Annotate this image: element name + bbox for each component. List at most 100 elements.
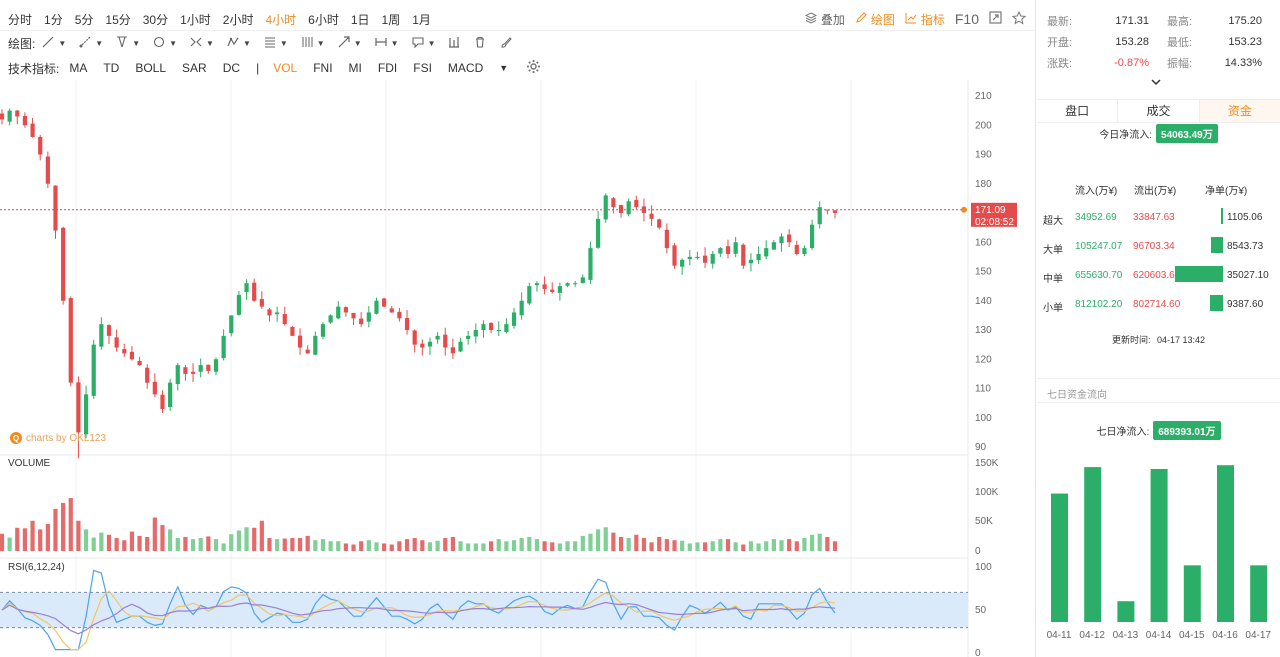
volume-bar xyxy=(794,541,799,551)
volume-bar xyxy=(488,541,494,551)
draw-button[interactable]: 绘图 xyxy=(855,11,895,28)
indicator-mi[interactable]: MI xyxy=(348,61,362,75)
volume-bar xyxy=(0,533,5,551)
trash-button[interactable] xyxy=(473,35,487,52)
indicator-sar[interactable]: SAR xyxy=(182,61,207,75)
indicator-dc[interactable]: DC xyxy=(222,61,241,75)
candle-body xyxy=(15,110,20,117)
tab-0[interactable]: 盘口 xyxy=(1037,100,1119,122)
flow-net-value: 1105.06 xyxy=(1227,212,1263,223)
timeframe-8[interactable]: 6小时 xyxy=(308,12,339,27)
chevron-down-icon[interactable] xyxy=(1150,76,1164,90)
indicator-macd[interactable]: MACD xyxy=(447,61,484,75)
volume-bar xyxy=(733,542,738,551)
volume-bar xyxy=(137,535,142,551)
amplitude-value: 14.33% xyxy=(1224,56,1262,69)
volume-bar xyxy=(725,539,731,551)
drawing-tools-label: 绘图: xyxy=(8,37,36,51)
measure-tool-button[interactable]: ▼ xyxy=(374,35,399,52)
bar-tool-button[interactable] xyxy=(447,35,461,52)
volume-bar xyxy=(129,531,135,551)
tab-2[interactable]: 资金 xyxy=(1199,100,1280,122)
candle-body xyxy=(404,318,410,330)
channel-tool-button[interactable]: ▼ xyxy=(115,35,140,52)
candle-body xyxy=(588,248,593,280)
flow-out-value: 620603.60 xyxy=(1133,270,1181,281)
volume-bar xyxy=(458,541,463,551)
timeframe-11[interactable]: 1月 xyxy=(412,12,431,27)
candle xyxy=(374,297,379,315)
volume-bar xyxy=(259,520,264,551)
candle-body xyxy=(359,318,364,325)
candlestick-chart[interactable]: 2102001901801701601501401301201101009017… xyxy=(0,80,1036,657)
timeframe-4[interactable]: 30分 xyxy=(142,12,169,27)
fullscreen-icon[interactable] xyxy=(989,11,1002,27)
channel-tool-icon xyxy=(115,35,129,52)
ray-tool-button[interactable]: ▼ xyxy=(78,35,103,52)
parallel-tool-button[interactable]: ▼ xyxy=(300,35,325,52)
f10-button[interactable]: F10 xyxy=(954,11,979,27)
overlay-button[interactable]: 叠加 xyxy=(804,11,845,28)
candle xyxy=(15,109,20,125)
volume-bar xyxy=(45,524,50,551)
timeframe-0[interactable]: 分时 xyxy=(8,12,33,27)
settings-icon[interactable] xyxy=(526,59,541,77)
timeframe-6[interactable]: 2小时 xyxy=(222,12,254,27)
candle xyxy=(687,249,692,266)
indicator-fsi[interactable]: FSI xyxy=(413,61,432,75)
indicator-vol[interactable]: VOL xyxy=(273,61,298,75)
timeframe-9[interactable]: 1日 xyxy=(350,12,370,27)
timeframe-10[interactable]: 1周 xyxy=(381,12,401,27)
volume-bar xyxy=(603,527,608,551)
brush-button[interactable] xyxy=(499,35,513,52)
separator: | xyxy=(256,61,260,75)
panel-tabs: 盘口 成交 资金 xyxy=(1037,99,1280,123)
arrow-tool-button[interactable]: ▼ xyxy=(337,35,362,52)
timeframe-2[interactable]: 5分 xyxy=(74,12,94,27)
rsi-band xyxy=(0,592,968,628)
volume-bar xyxy=(297,538,303,551)
today-netflow-value: 54063.49万 xyxy=(1156,124,1218,143)
pattern-tool-button[interactable]: ▼ xyxy=(226,35,251,52)
indicator-td[interactable]: TD xyxy=(103,61,120,75)
indicator-fni[interactable]: FNI xyxy=(313,61,333,75)
candle xyxy=(695,251,700,260)
candle-body xyxy=(702,255,708,263)
candle xyxy=(733,236,738,258)
candle-body xyxy=(30,123,35,137)
divider xyxy=(1037,402,1280,403)
candle xyxy=(236,291,242,316)
fib-tool-button[interactable]: ▼ xyxy=(189,35,214,52)
candle-body xyxy=(38,136,43,155)
volume-bar xyxy=(764,541,769,551)
star-icon[interactable] xyxy=(1011,10,1027,28)
candle-body xyxy=(450,347,455,354)
volume-bar xyxy=(404,539,410,551)
candle-body xyxy=(779,236,784,244)
text-tool-button[interactable]: ▼ xyxy=(411,35,435,52)
candle-body xyxy=(611,198,616,208)
candle xyxy=(504,318,509,334)
indicator-ma[interactable]: MA xyxy=(69,61,88,75)
change-value: -0.87% xyxy=(1114,56,1149,69)
timeframe-7[interactable]: 4小时 xyxy=(265,12,297,27)
timeframe-3[interactable]: 15分 xyxy=(105,12,131,27)
indicator-boll[interactable]: BOLL xyxy=(135,61,167,75)
line-tool-button[interactable]: ▼ xyxy=(41,35,66,52)
candle-body xyxy=(832,210,838,213)
flow-out-value: 802714.60 xyxy=(1133,299,1181,310)
timeframe-1[interactable]: 1分 xyxy=(44,12,63,27)
indicator-dropdown-icon[interactable]: ▼ xyxy=(499,63,509,73)
candle-body xyxy=(183,367,188,374)
shape-tool-button[interactable]: ▼ xyxy=(152,35,177,52)
indicator-fdi[interactable]: FDI xyxy=(377,61,398,75)
candle xyxy=(259,291,264,309)
indicator-button[interactable]: 指标 xyxy=(905,11,945,28)
candle-body xyxy=(45,156,50,184)
tab-1[interactable]: 成交 xyxy=(1118,100,1200,122)
timeframe-5[interactable]: 1小时 xyxy=(180,12,211,27)
gann-tool-button[interactable]: ▼ xyxy=(263,35,288,52)
candle xyxy=(320,322,326,340)
low-value: 153.23 xyxy=(1228,35,1262,48)
candle-body xyxy=(458,341,463,352)
